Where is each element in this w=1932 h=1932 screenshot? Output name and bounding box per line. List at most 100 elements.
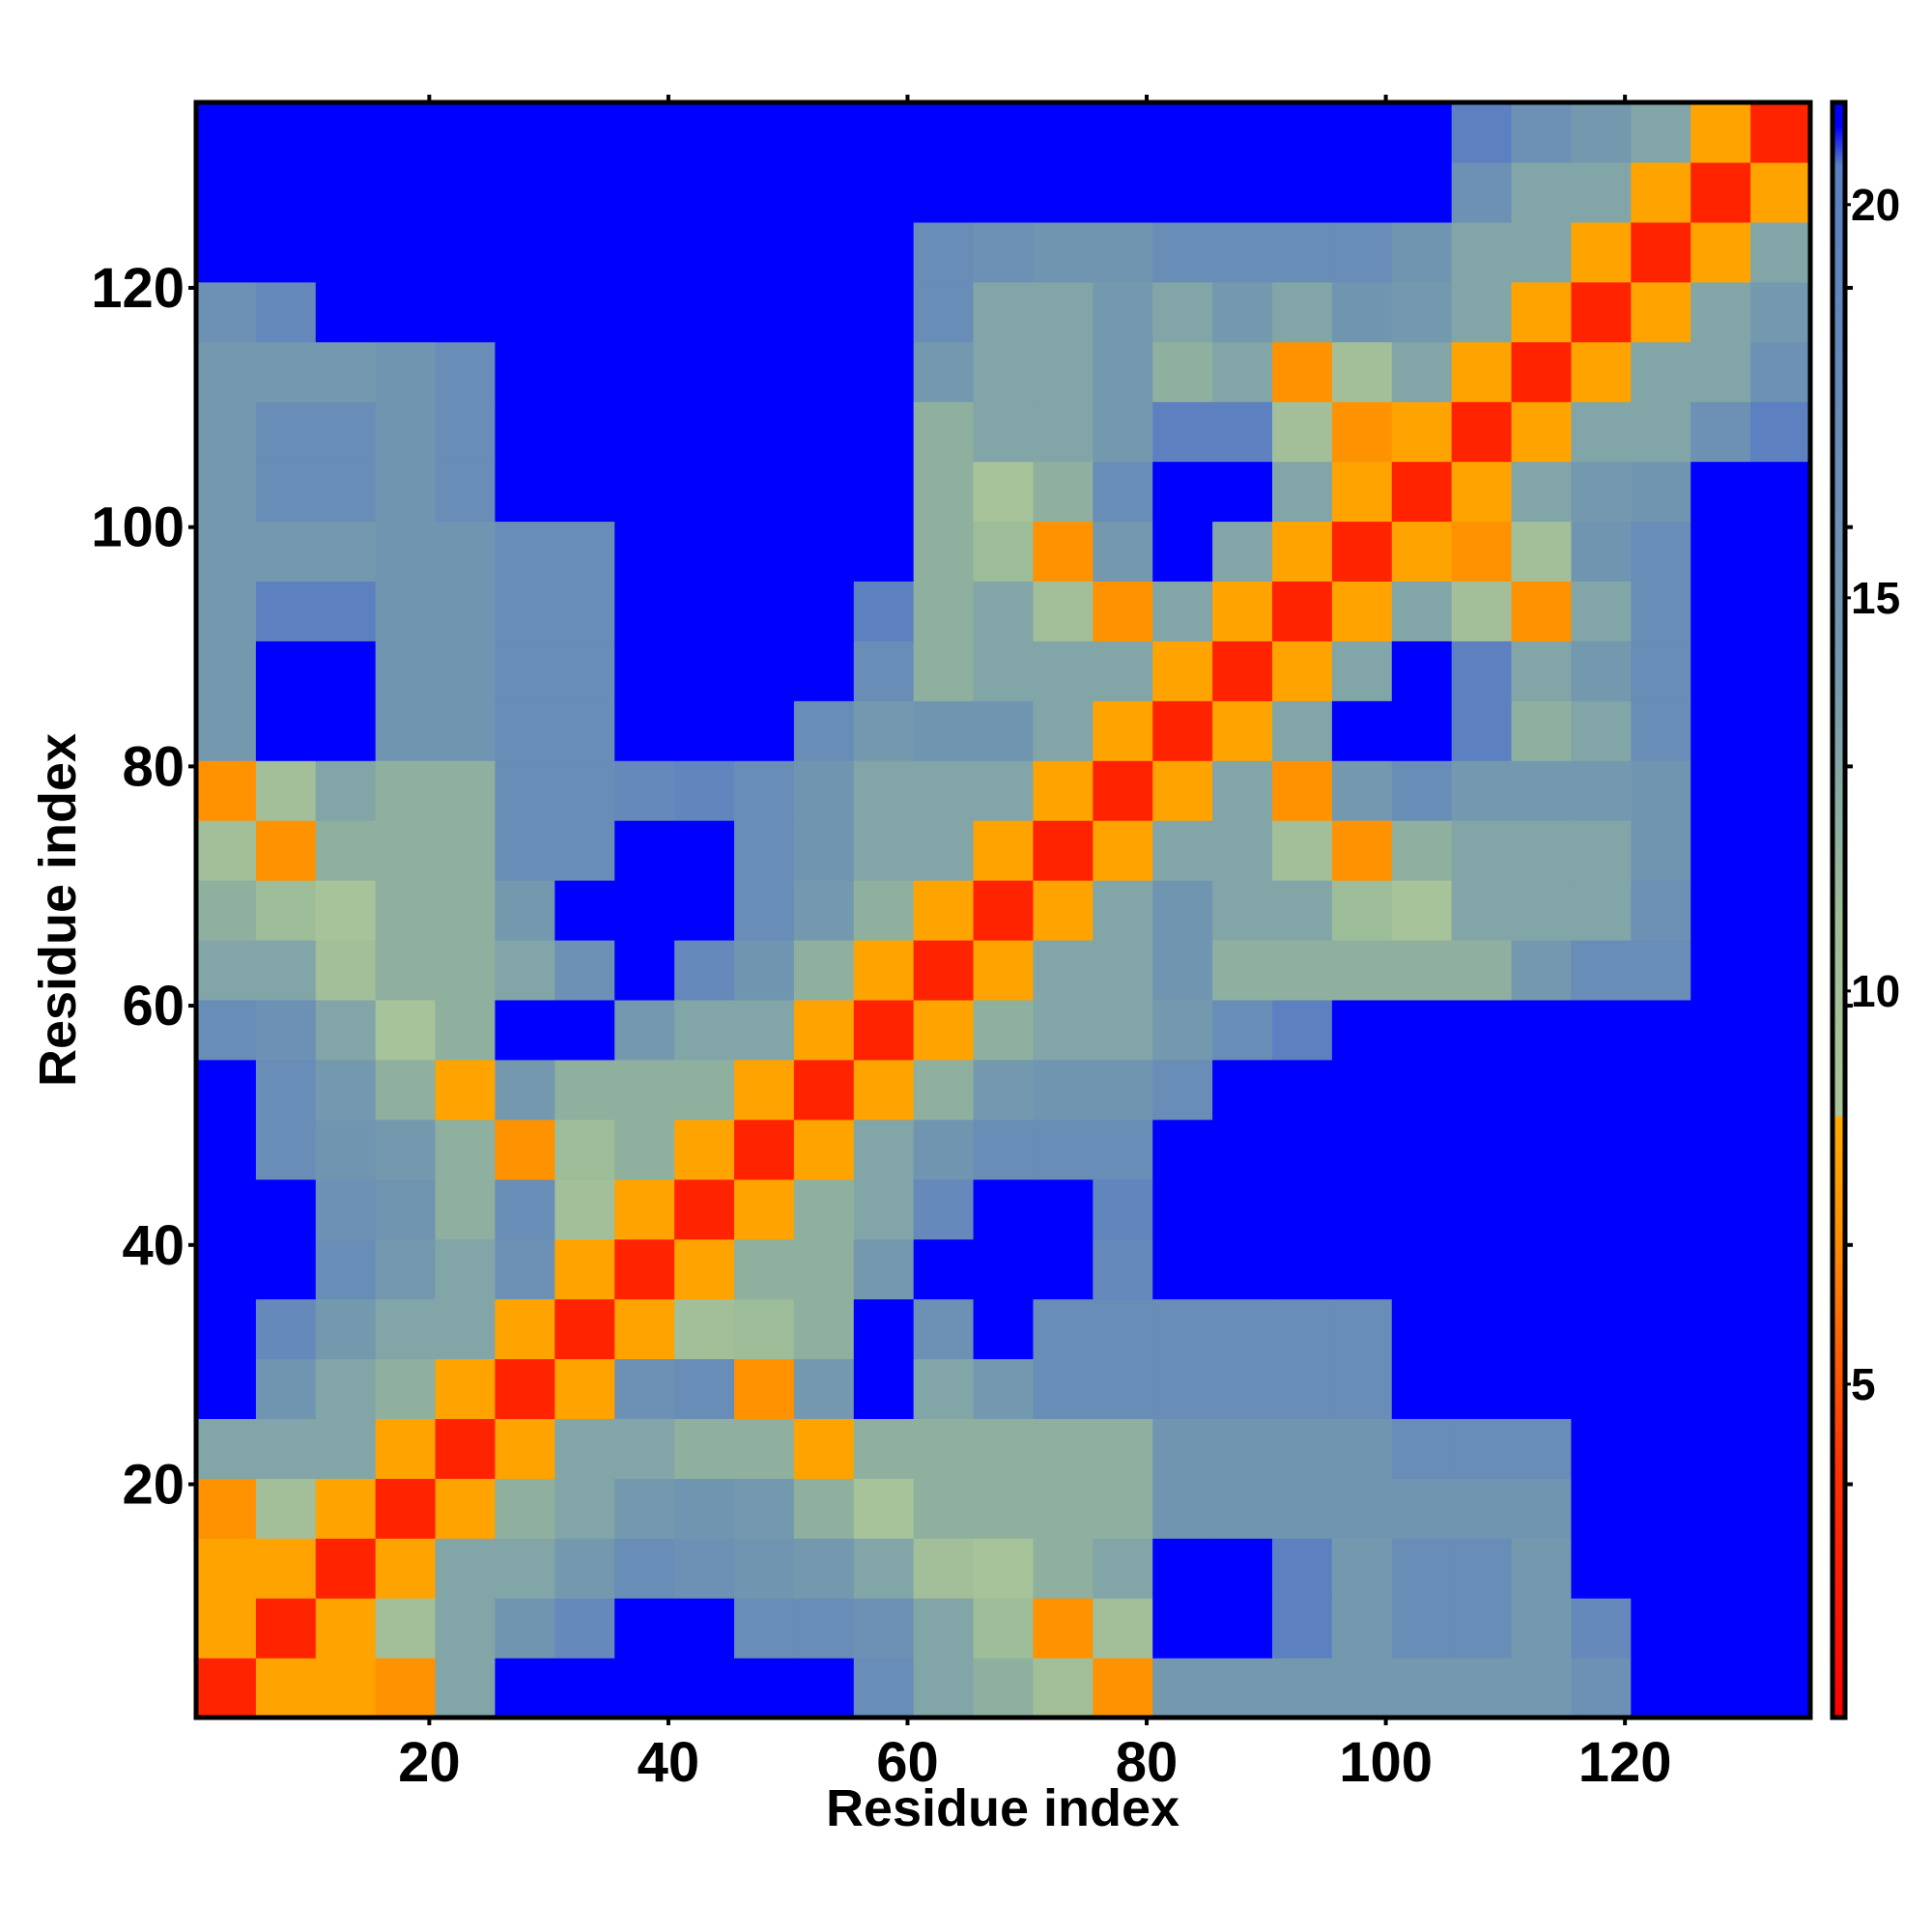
heatmap-cell — [1451, 461, 1513, 523]
heatmap-cell — [973, 760, 1035, 821]
heatmap-cell — [1451, 281, 1513, 343]
heatmap-cell — [315, 401, 377, 463]
heatmap-cell — [853, 341, 915, 403]
heatmap-cell — [1272, 161, 1333, 223]
heatmap-cell — [1212, 1418, 1273, 1479]
heatmap-cell — [614, 341, 675, 403]
heatmap-cell — [315, 1179, 377, 1240]
heatmap-cell — [375, 760, 437, 821]
heatmap-cell — [1331, 401, 1393, 463]
heatmap-cell — [315, 102, 377, 163]
heatmap-cell — [1272, 1418, 1333, 1479]
heatmap-cell — [1212, 1658, 1273, 1719]
y-tick-label: 120 — [91, 257, 185, 320]
heatmap-cell — [495, 341, 555, 403]
heatmap-cell — [1391, 521, 1453, 582]
heatmap-cell — [913, 161, 975, 223]
heatmap-cell — [255, 161, 317, 223]
heatmap-cell — [1272, 341, 1333, 403]
heatmap-cell — [1750, 1119, 1811, 1180]
heatmap-cell — [734, 1598, 795, 1659]
heatmap-cell — [1033, 700, 1094, 761]
heatmap-cell — [1631, 999, 1691, 1061]
heatmap-cell — [1212, 521, 1273, 582]
heatmap-cell — [1152, 1298, 1213, 1360]
heatmap-cell — [1272, 521, 1333, 582]
heatmap-cell — [495, 401, 555, 463]
heatmap-cell — [1511, 401, 1573, 463]
heatmap-cell — [1272, 1658, 1333, 1719]
heatmap-cell — [793, 401, 855, 463]
heatmap-cell — [1750, 161, 1811, 223]
heatmap-cell — [734, 1478, 795, 1539]
heatmap-cell — [614, 161, 675, 223]
heatmap-cell — [793, 341, 855, 403]
heatmap-cell — [1391, 1538, 1453, 1599]
heatmap-cell — [1272, 1238, 1333, 1300]
heatmap-cell — [1212, 341, 1273, 403]
heatmap-cell — [554, 1358, 615, 1419]
heatmap-cell — [1033, 1179, 1094, 1240]
heatmap-cell — [255, 999, 317, 1061]
heatmap-cell — [1511, 1358, 1573, 1419]
heatmap-cell — [554, 1179, 615, 1240]
heatmap-cell — [196, 1358, 257, 1419]
heatmap-cell — [255, 1179, 317, 1240]
heatmap-cell — [1033, 1658, 1094, 1719]
heatmap-cell — [435, 281, 497, 343]
heatmap-cell — [1093, 521, 1153, 582]
heatmap-cell — [255, 1598, 317, 1659]
heatmap-cell — [1391, 221, 1453, 283]
heatmap-cell — [1511, 102, 1573, 163]
heatmap-cells — [196, 102, 1811, 1719]
heatmap-cell — [554, 1538, 615, 1599]
heatmap-cell — [1093, 700, 1153, 761]
heatmap-cell — [674, 1418, 735, 1479]
heatmap-cell — [1571, 1358, 1632, 1419]
heatmap-cell — [255, 281, 317, 343]
heatmap-cell — [1451, 820, 1513, 881]
heatmap-cell — [1571, 999, 1632, 1061]
heatmap-cell — [853, 1598, 915, 1659]
heatmap-cell — [1331, 1059, 1393, 1121]
heatmap-cell — [196, 581, 257, 641]
heatmap-cell — [973, 1538, 1035, 1599]
heatmap-cell — [734, 102, 795, 163]
heatmap-cell — [554, 1298, 615, 1360]
heatmap-cell — [853, 1059, 915, 1121]
heatmap-cell — [1451, 1418, 1513, 1479]
heatmap-cell — [973, 1658, 1035, 1719]
heatmap-cell — [315, 341, 377, 403]
heatmap-cell — [1631, 161, 1691, 223]
heatmap-cell — [1093, 1358, 1153, 1419]
heatmap-cell — [255, 401, 317, 463]
heatmap-cell — [1571, 939, 1632, 1001]
heatmap-cell — [1033, 221, 1094, 283]
heatmap-cell — [554, 341, 615, 403]
heatmap-cell — [435, 341, 497, 403]
heatmap-cell — [1331, 581, 1393, 641]
heatmap-cell — [554, 281, 615, 343]
heatmap-cell — [1571, 461, 1632, 523]
heatmap-cell — [1391, 1478, 1453, 1539]
heatmap-cell — [1690, 221, 1751, 283]
heatmap-cell — [1033, 1059, 1094, 1121]
heatmap-cell — [1212, 700, 1273, 761]
heatmap-cell — [554, 401, 615, 463]
heatmap-cell — [1750, 341, 1811, 403]
heatmap-cell — [1631, 521, 1691, 582]
heatmap-cell — [1690, 102, 1751, 163]
heatmap-cell — [1152, 1238, 1213, 1300]
heatmap-cell — [973, 1059, 1035, 1121]
y-tick-label: 20 — [122, 1453, 185, 1516]
heatmap-cell — [315, 581, 377, 641]
heatmap-cell — [853, 1298, 915, 1360]
heatmap-cell — [1272, 1538, 1333, 1599]
heatmap-cell — [674, 461, 735, 523]
heatmap-cell — [554, 1658, 615, 1719]
heatmap-cell — [1093, 999, 1153, 1061]
heatmap-cell — [1212, 1598, 1273, 1659]
heatmap-cell — [1451, 700, 1513, 761]
heatmap-cell — [1212, 1478, 1273, 1539]
heatmap-cell — [435, 640, 497, 701]
